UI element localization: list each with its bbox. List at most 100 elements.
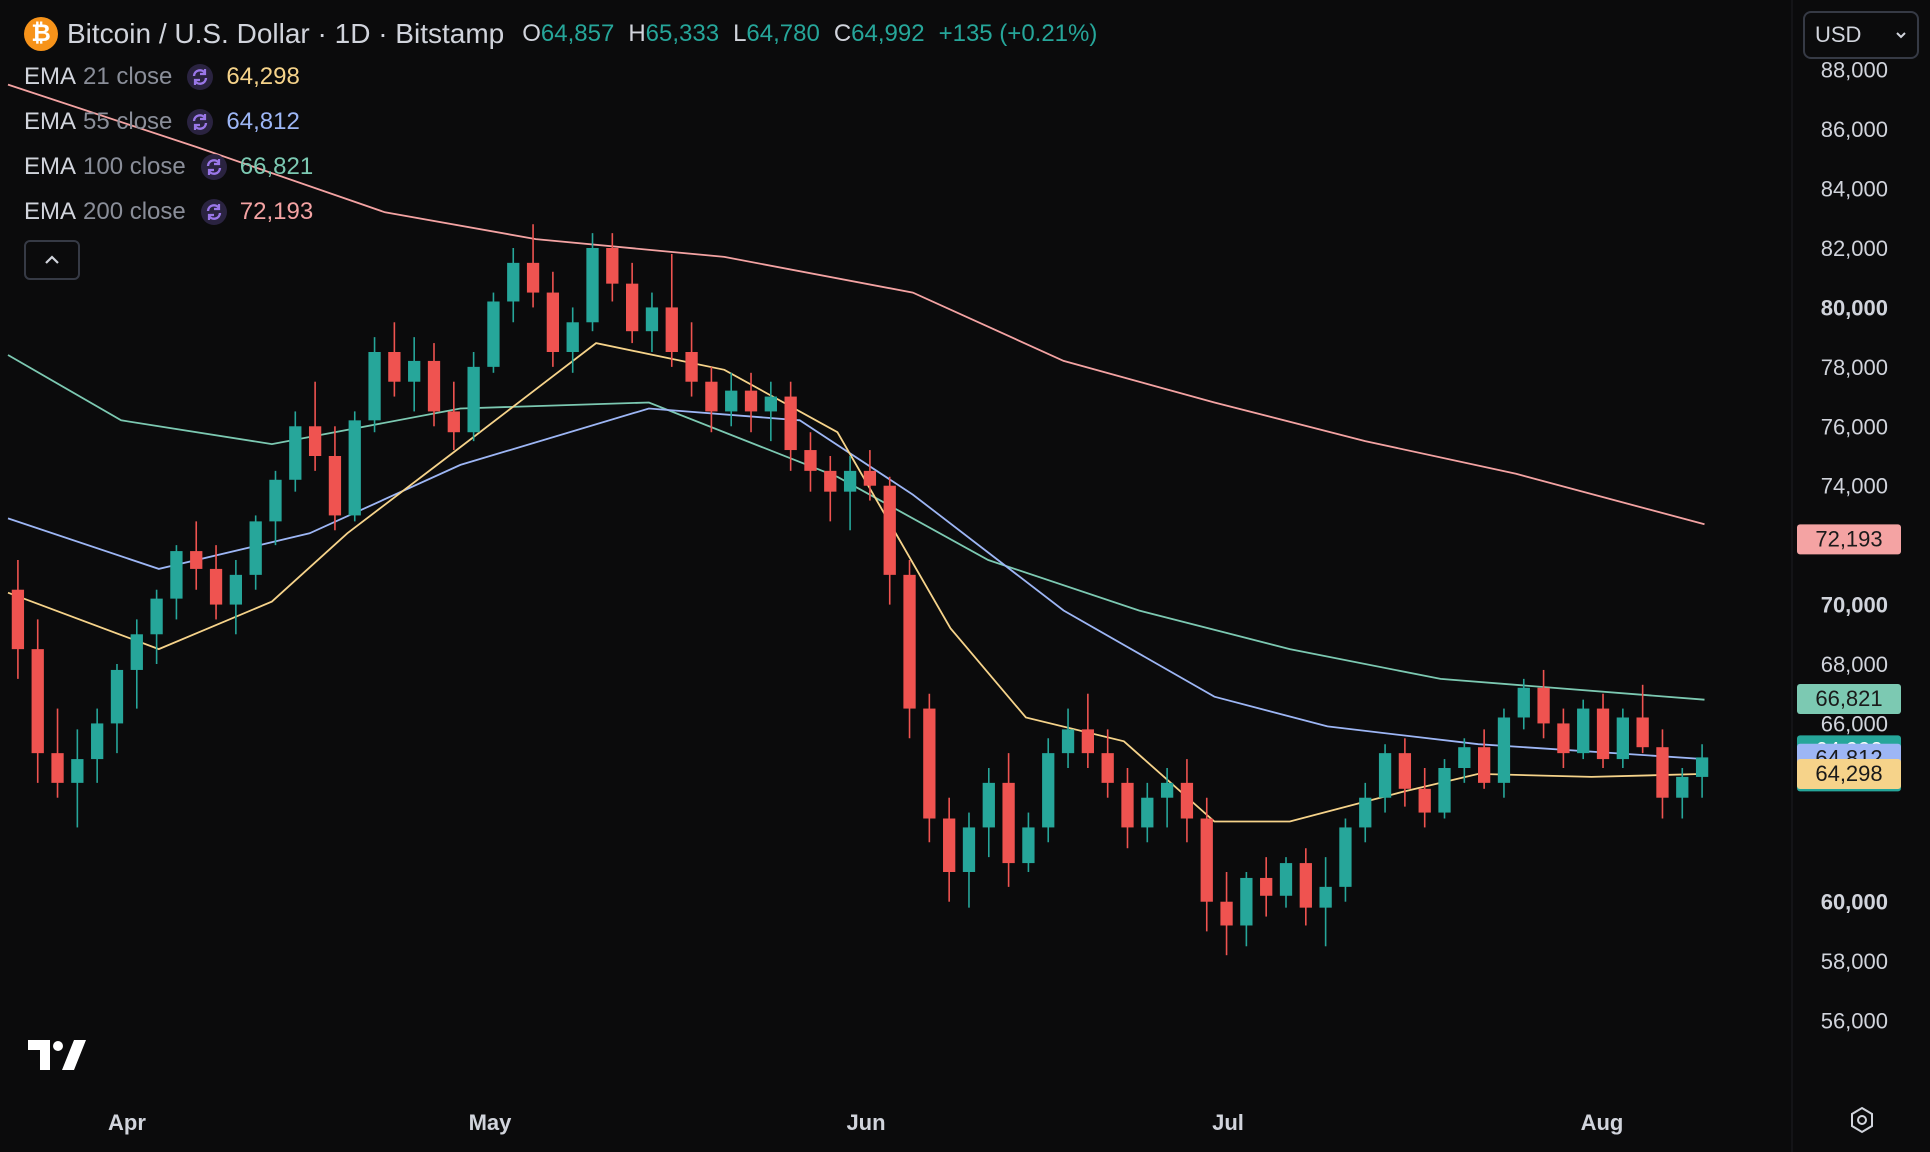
candle-body [249, 521, 262, 575]
price-badge-label: 66,821 [1815, 686, 1882, 711]
candle-body [1596, 708, 1610, 760]
candle [1695, 744, 1709, 798]
candle-body [1477, 747, 1491, 783]
time-tick-label: Jul [1212, 1110, 1244, 1135]
candle [1398, 738, 1412, 807]
candle [467, 352, 480, 442]
candle [645, 292, 659, 352]
time-axis[interactable]: Apr May Jun Jul Aug [108, 1110, 1623, 1135]
candle [1061, 708, 1075, 768]
price-tick-label: 78,000 [1821, 355, 1888, 380]
candle [1636, 684, 1649, 754]
refresh-icon[interactable] [186, 108, 214, 136]
candle [824, 456, 837, 522]
indicator-value: 66,821 [239, 152, 314, 180]
indicator-row-ema-1[interactable]: EMA 55 close 64,812 [24, 99, 1097, 144]
candle-body [31, 649, 44, 754]
candle [1557, 708, 1570, 768]
candle [1160, 768, 1174, 828]
chevron-down-icon [1896, 32, 1906, 39]
refresh-icon[interactable] [200, 198, 228, 226]
candle-body [903, 574, 916, 709]
indicator-row-ema-2[interactable]: EMA 100 close 66,821 [24, 144, 1097, 189]
currency-select[interactable]: USD [1803, 11, 1919, 59]
indicator-params: 100 close [83, 152, 186, 180]
candle [1517, 678, 1530, 730]
candle-body [625, 283, 639, 332]
candle-body [11, 589, 25, 650]
candle [744, 372, 758, 433]
price-badge-label: 72,193 [1815, 526, 1882, 551]
candle-body [1160, 782, 1174, 798]
candle [665, 253, 678, 367]
candle-body [526, 262, 540, 293]
candle [784, 381, 797, 471]
price-axis[interactable]: 56,000 58,000 60,000 66,000 68,000 70,000 74,0… [1821, 58, 1888, 1034]
candle-body [883, 485, 896, 575]
candle [110, 664, 124, 754]
candle-body [1002, 782, 1015, 864]
candle [1279, 857, 1293, 908]
currency-value: USD [1815, 22, 1862, 47]
candle-body [1061, 729, 1075, 754]
price-badge: 64,298 [1797, 759, 1901, 790]
ohlc-values: O64,857 H65,333 L64,780 C64,992 +135 (+0… [522, 20, 1097, 48]
candle [1477, 729, 1491, 789]
candle-body [982, 782, 995, 828]
candle [447, 381, 460, 451]
indicator-name: EMA [24, 62, 77, 90]
gear-icon[interactable] [1848, 1106, 1876, 1139]
candle [606, 233, 619, 302]
candle-body [289, 426, 302, 480]
candle [1101, 729, 1114, 798]
candle-body [1577, 708, 1590, 754]
price-tick-label: 58,000 [1821, 949, 1888, 974]
indicator-row-ema-0[interactable]: EMA 21 close 64,298 [24, 54, 1097, 99]
time-tick-label: Jun [846, 1110, 885, 1135]
candle-body [269, 479, 282, 522]
candle-body [1081, 729, 1095, 754]
refresh-icon[interactable] [200, 153, 228, 181]
candle [91, 708, 104, 783]
candle [1240, 872, 1253, 947]
candle-body [923, 708, 936, 819]
candle [923, 693, 936, 843]
candle-body [685, 352, 698, 382]
candle [1497, 708, 1511, 798]
refresh-icon[interactable] [186, 63, 214, 91]
candle-body [1220, 901, 1233, 926]
price-tick-label: 60,000 [1821, 890, 1888, 915]
candle [863, 450, 877, 501]
candle [982, 768, 995, 858]
price-tick-label: 88,000 [1821, 58, 1888, 83]
candle [408, 337, 421, 412]
indicator-name: EMA [24, 197, 77, 225]
candle-body [190, 551, 203, 569]
candle-body [388, 352, 401, 382]
candle [685, 322, 698, 397]
candle-body [1636, 717, 1649, 748]
candle-body [368, 352, 381, 421]
candle [209, 545, 223, 620]
ema-55-line [7, 407, 1705, 760]
symbol-title[interactable]: Bitcoin / U.S. Dollar · 1D · Bitstamp [67, 18, 505, 49]
candle-body [1339, 827, 1352, 887]
symbol-header[interactable]: ₿ Bitcoin / U.S. Dollar · 1D · Bitstamp … [24, 14, 1097, 54]
time-tick-label: May [469, 1110, 513, 1135]
chevron-up-icon [45, 255, 59, 264]
candle-body [764, 396, 777, 412]
tradingview-logo-icon[interactable] [28, 1040, 86, 1075]
candle [546, 271, 560, 367]
candle-body [170, 551, 183, 599]
collapse-legend-button[interactable] [24, 240, 80, 280]
candle [71, 729, 84, 828]
indicator-row-ema-3[interactable]: EMA 200 close 72,193 [24, 189, 1097, 234]
candle-body [1359, 797, 1372, 828]
candle-body [705, 381, 718, 412]
candle [229, 560, 243, 635]
candle-body [51, 753, 64, 783]
candle [190, 521, 203, 590]
price-tick-label: 82,000 [1821, 236, 1888, 261]
candle [328, 426, 342, 531]
